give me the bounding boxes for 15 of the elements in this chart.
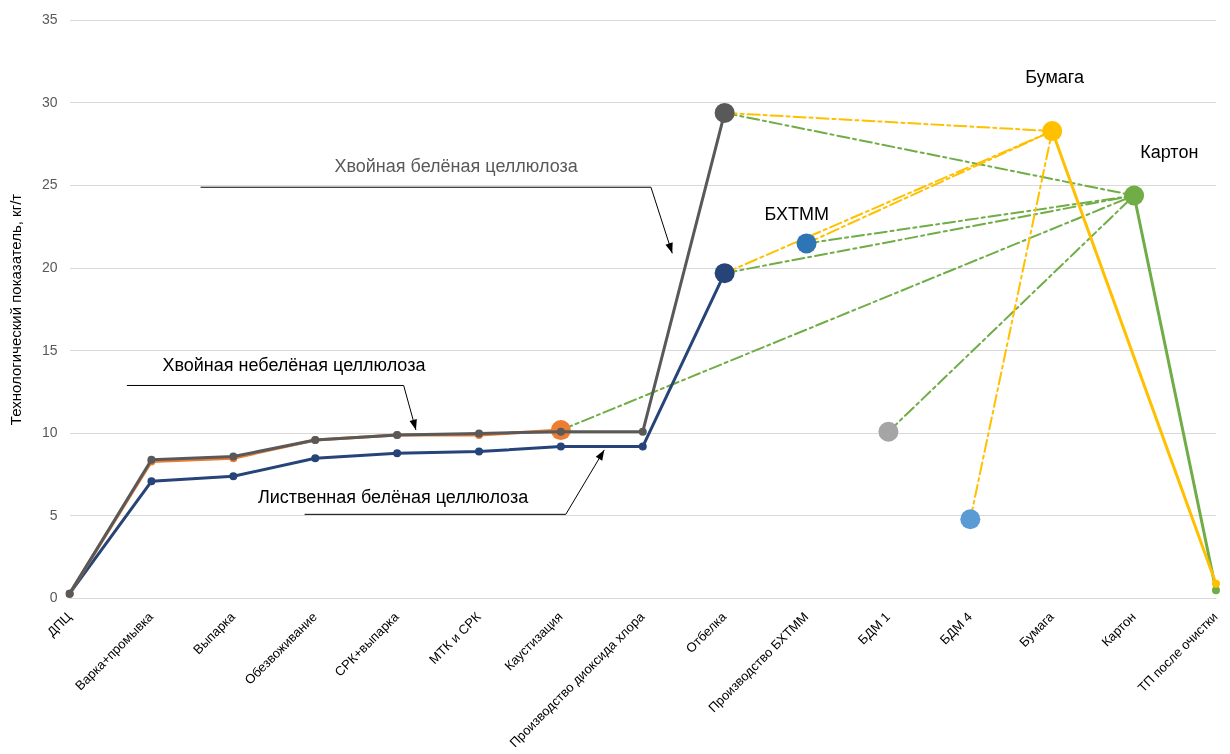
y-tick-label: 20 (41, 259, 58, 276)
series-label: Лиственная белёная целлюлоза (257, 486, 530, 507)
y-tick-label: 35 (41, 11, 58, 28)
y-tick-label: 5 (49, 506, 58, 523)
series-label: Картон (1140, 141, 1199, 162)
y-tick-label: 10 (41, 424, 58, 441)
series-label: БХТММ (764, 204, 829, 225)
y-axis-title: Технологический показатель, кг/т (7, 193, 25, 426)
y-tick-label: 25 (41, 176, 58, 193)
text: Бумага (1025, 67, 1086, 88)
y-tick-label: 0 (49, 589, 58, 606)
text: Хвойная небелёная целлюлоза (162, 354, 427, 375)
text: Хвойная белёная целлюлоза (334, 156, 579, 177)
y-tick-label: 15 (41, 341, 58, 358)
y-tick-label: 30 (41, 93, 58, 110)
